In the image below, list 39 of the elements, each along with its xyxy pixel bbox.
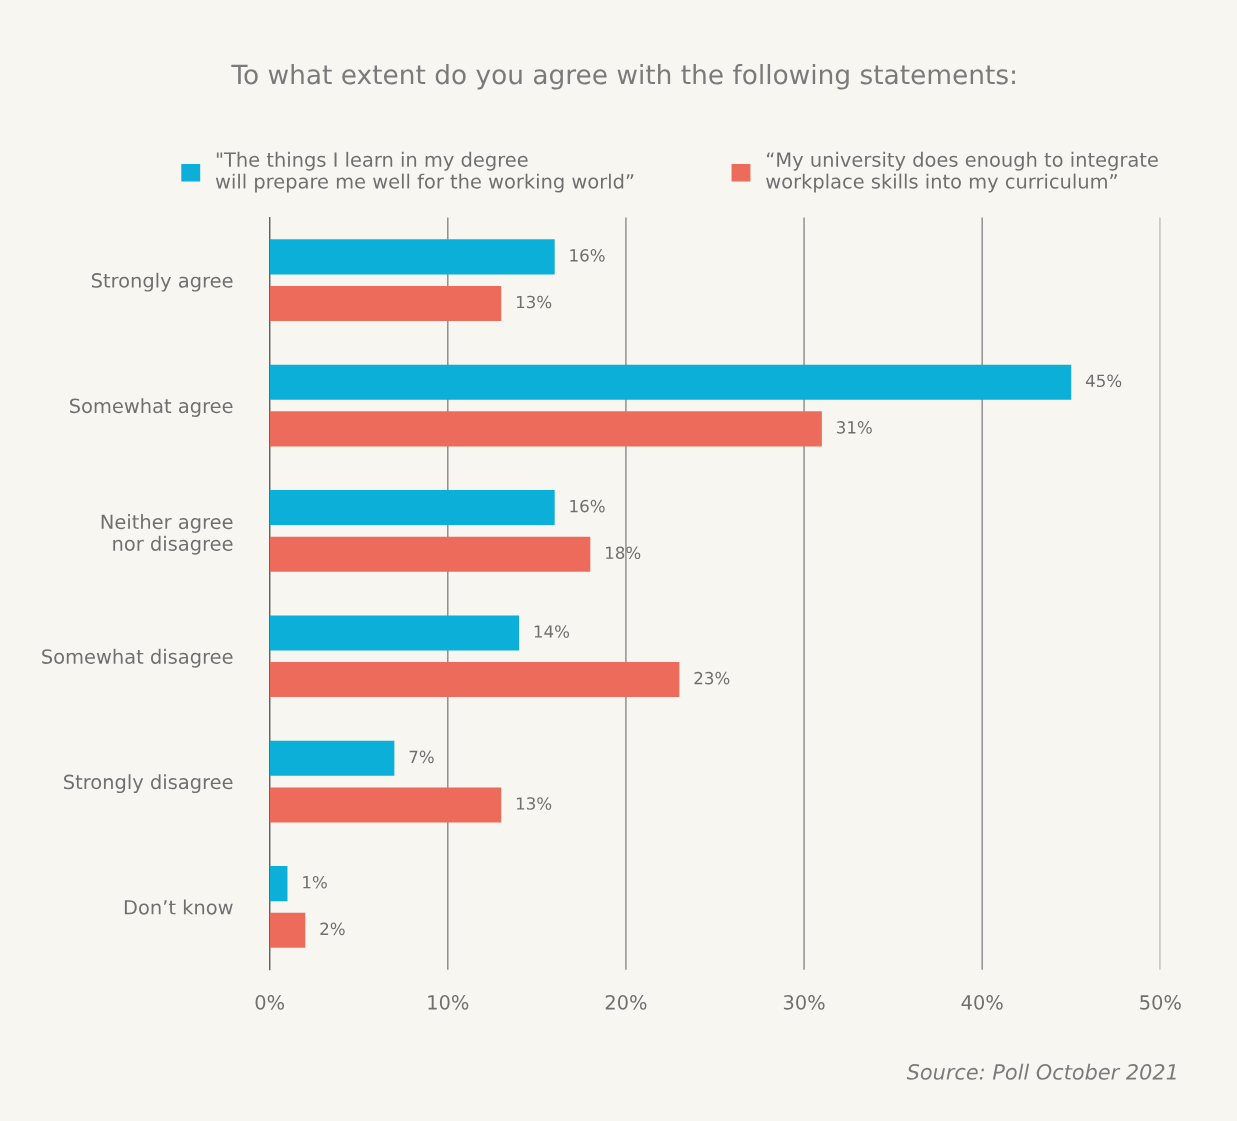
- bar: [269, 364, 1072, 400]
- bar: [269, 411, 822, 447]
- x-tick-label: 50%: [1140, 995, 1181, 1010]
- data-label: 7%: [409, 750, 434, 764]
- data-label: 45%: [1085, 374, 1122, 388]
- bar: [269, 615, 520, 651]
- bar: [269, 490, 555, 526]
- x-tick-label: 30%: [783, 995, 825, 1010]
- y-tick-label: Strongly disagree: [64, 774, 233, 794]
- x-tick-label: 0%: [255, 995, 285, 1010]
- y-tick-label: Don’t know: [124, 899, 233, 915]
- data-label: 31%: [837, 421, 872, 434]
- y-tick-label: Somewhat disagree: [42, 648, 233, 668]
- data-label: 16%: [570, 499, 605, 513]
- bar: [269, 285, 502, 322]
- bar: [269, 787, 502, 823]
- data-label: 2%: [320, 922, 345, 936]
- chart-title: To what extent do you agree with the following statements:: [231, 64, 1015, 90]
- data-label: 1%: [303, 875, 327, 889]
- y-tick-label: Somewhat agree: [70, 398, 233, 417]
- legend-label: "The things I learn in my degree will prepare me well for the working world”: [215, 151, 634, 193]
- y-tick-label: Neither agree nor disagree: [101, 514, 233, 555]
- y-tick-label: Strongly agree: [91, 272, 233, 292]
- data-label: 13%: [516, 295, 552, 309]
- bar: [269, 866, 288, 902]
- source-note: Source: Poll October 2021: [906, 1063, 1176, 1080]
- x-tick-label: 40%: [961, 995, 1003, 1010]
- data-label: 16%: [570, 249, 605, 262]
- data-label: 14%: [534, 625, 570, 638]
- bar: [269, 536, 591, 572]
- data-label: 13%: [516, 797, 552, 810]
- bar: [269, 740, 395, 776]
- x-tick-label: 20%: [605, 995, 647, 1010]
- bar: [269, 912, 306, 948]
- bar: [269, 239, 555, 275]
- bar: [269, 662, 680, 698]
- data-label: 23%: [694, 671, 730, 685]
- legend-label: “My university does enough to integrate workplace skills into my curriculum”: [766, 151, 1158, 193]
- x-tick-label: 10%: [428, 995, 469, 1010]
